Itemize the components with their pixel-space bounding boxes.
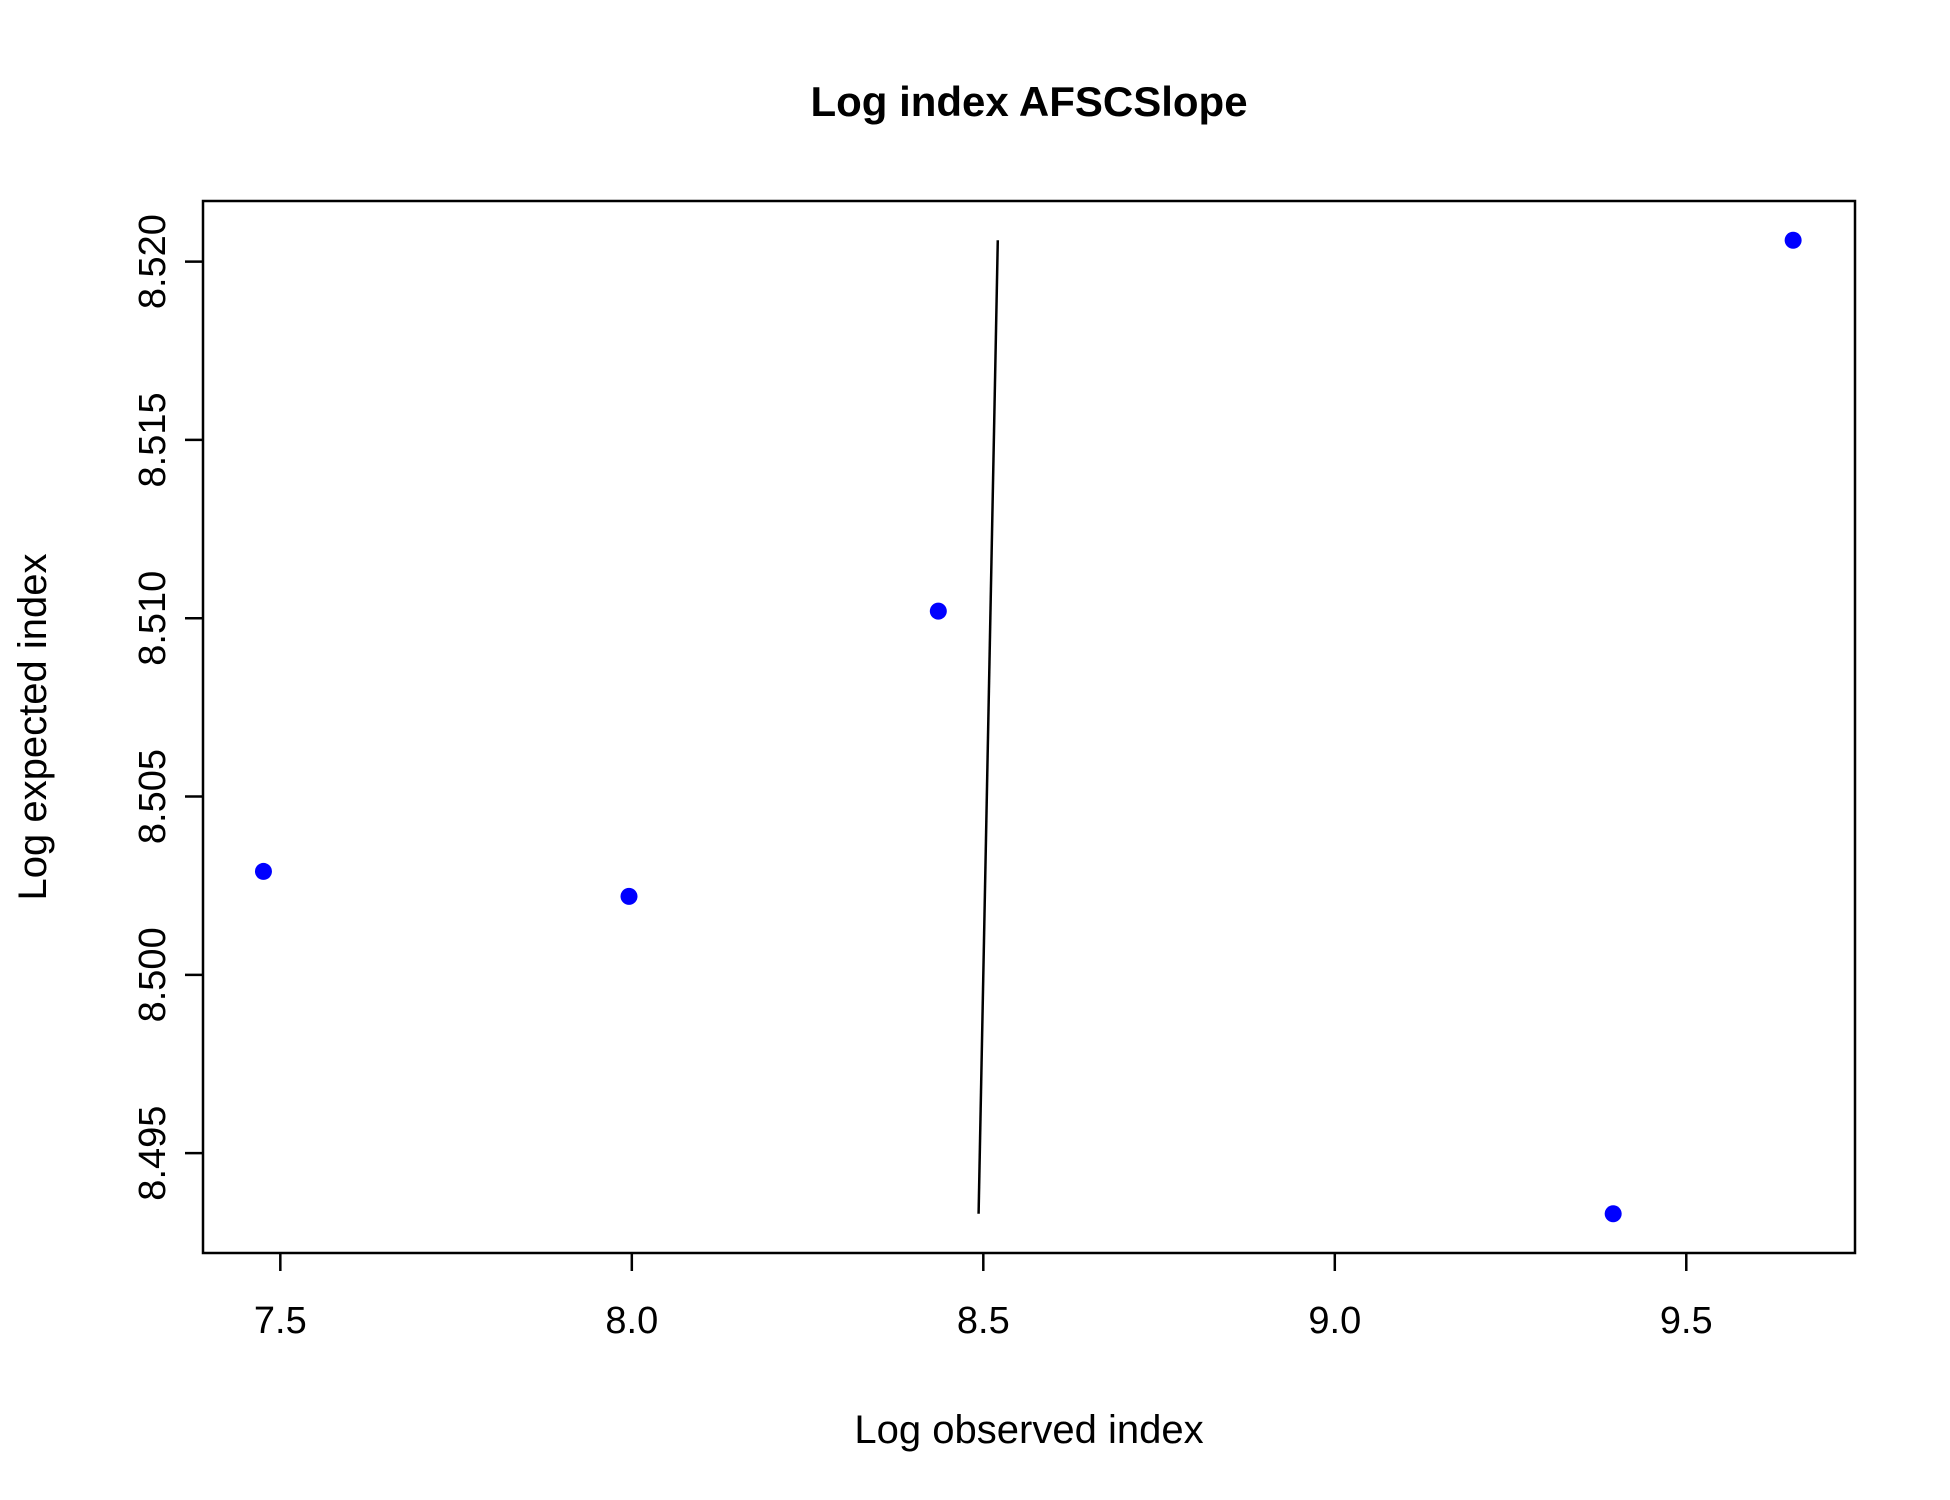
y-axis-label: Log expected index [11,554,55,901]
chart-title: Log index AFSCSlope [810,78,1247,125]
x-tick-label: 7.5 [254,1300,307,1342]
data-point [929,602,947,620]
y-tick-label: 8.510 [132,571,174,666]
data-point [254,862,272,880]
reference-line [977,240,1000,1214]
data-point [1784,231,1802,249]
y-tick-label: 8.500 [132,927,174,1022]
x-axis-label: Log observed index [854,1408,1203,1452]
y-tick-label: 8.515 [132,392,174,487]
x-tick-label: 9.5 [1660,1300,1713,1342]
y-tick-label: 8.495 [132,1106,174,1201]
y-tick-label: 8.505 [132,749,174,844]
plot-frame [201,199,1857,1255]
y-tick-label: 8.520 [132,214,174,309]
y-axis: 8.495 8.500 8.505 8.510 8.515 8.520 [132,214,203,1201]
series-layer [254,231,1802,1223]
x-tick-label: 9.0 [1308,1300,1361,1342]
x-axis: 7.5 8.0 8.5 9.0 9.5 [254,1253,1713,1342]
x-tick-label: 8.0 [605,1300,658,1342]
x-tick-label: 8.5 [957,1300,1010,1342]
data-point [620,887,638,905]
data-point [1604,1205,1622,1223]
